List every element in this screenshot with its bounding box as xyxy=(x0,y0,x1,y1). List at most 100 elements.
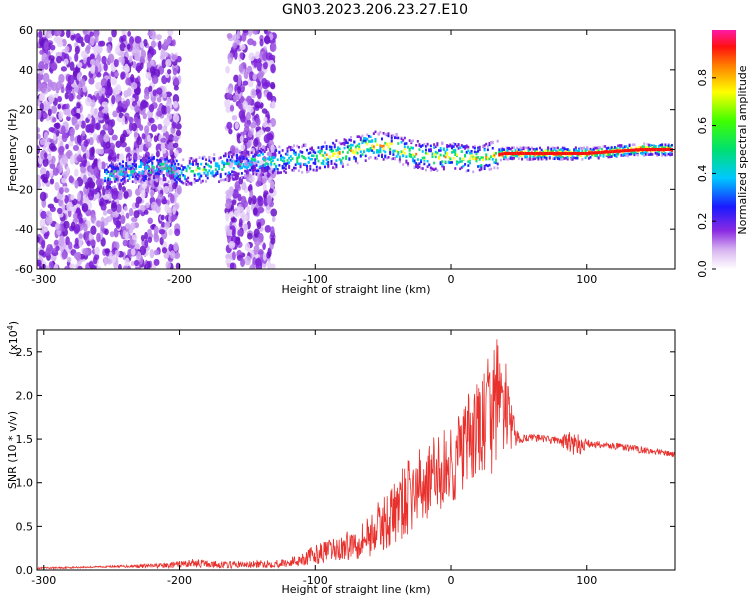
spectrogram-ridge-cell xyxy=(358,135,361,139)
spectrogram-ridge-core xyxy=(643,148,646,151)
spectrogram-ridge-cell xyxy=(332,154,335,157)
spectrogram-ridge-cell xyxy=(356,135,359,138)
spectrogram-ridge-cell xyxy=(279,171,282,174)
spectrogram-ridge-cell xyxy=(152,157,155,160)
spectrogram-ridge-cell xyxy=(350,146,353,150)
spectrogram-ridge-cell xyxy=(139,165,142,168)
spectrogram-ridge-cell xyxy=(436,169,439,172)
spectrogram-ridge-cell xyxy=(481,158,484,162)
spectrogram-ridge-cell xyxy=(667,144,670,147)
spectrogram-ridge-cell xyxy=(110,169,113,173)
spectrogram-ridge-cell xyxy=(480,167,483,171)
spectrogram-noise-cell xyxy=(63,58,69,65)
spectrogram-ridge-cell xyxy=(317,159,320,163)
spectrogram-noise-cell xyxy=(268,188,274,194)
spectrogram-ridge-cell xyxy=(589,156,592,159)
spectrogram-ridge-cell xyxy=(535,153,538,157)
spectrogram-ridge-cell xyxy=(138,171,141,174)
spectrogram-ridge-cell xyxy=(420,167,423,170)
spectrogram-ridge-cell xyxy=(620,145,623,148)
spectrogram-ridge-cell xyxy=(152,175,155,178)
spectrogram-noise-cell xyxy=(128,122,134,131)
spectrogram-noise-cell xyxy=(174,149,179,158)
spectrogram-ridge-cell xyxy=(556,156,559,160)
spectrogram-ridge-cell xyxy=(151,153,154,157)
spectrogram-ridge-cell xyxy=(376,150,379,154)
spectrogram-noise-cell xyxy=(43,152,48,159)
spectrogram-ridge-cell xyxy=(364,137,367,140)
spectrogram-ridge-cell xyxy=(239,149,242,153)
spectrogram-ridge-cell xyxy=(110,180,113,184)
spectrogram-ridge-cell xyxy=(565,156,568,160)
spectrogram-ridge-cell xyxy=(459,146,462,150)
spectrogram-ridge-cell xyxy=(390,139,393,143)
spectrogram-ridge-cell xyxy=(641,145,644,148)
spectrogram-noise-cell xyxy=(262,242,266,250)
spectrogram-ridge-cell xyxy=(245,150,248,153)
spectrogram-noise-cell xyxy=(160,142,166,152)
spectrogram-noise-cell xyxy=(37,109,42,120)
spectrogram-ridge-cell xyxy=(626,147,629,150)
spectrogram-ridge-cell xyxy=(167,180,170,184)
spectrogram-ridge-cell xyxy=(175,176,178,180)
spectrogram-ridge-cell xyxy=(576,156,579,160)
spectrogram-noise-cell xyxy=(174,228,181,237)
spectrogram-noise-cell xyxy=(149,249,155,259)
spectrogram-ridge-cell xyxy=(341,165,344,168)
spectrogram-ridge-cell xyxy=(605,147,608,150)
spectrogram-noise-cell xyxy=(133,131,138,138)
spectrogram-ridge-cell xyxy=(325,153,328,157)
spectrogram-noise-cell xyxy=(37,98,41,107)
spectrogram-ridge-cell xyxy=(659,146,662,149)
spectrogram-ridge-cell xyxy=(133,180,136,183)
spectrogram-ridge-cell xyxy=(670,143,673,147)
spectrogram-ridge-cell xyxy=(288,161,291,164)
spectrogram-ridge-cell xyxy=(436,151,439,155)
spectrogram-ridge-cell xyxy=(472,170,475,174)
spectrogram-noise-cell xyxy=(45,210,51,216)
spectrogram-noise-cell xyxy=(57,135,63,142)
spectrogram-ridge-cell xyxy=(200,174,203,178)
spectrogram-ridge-cell xyxy=(263,165,266,169)
spectrogram-noise-cell xyxy=(91,162,96,170)
spectrogram-ridge-cell xyxy=(511,156,514,160)
spectrogram-ridge-cell xyxy=(439,147,442,150)
spectrogram-noise-cell xyxy=(239,44,246,51)
spectrogram-noise-cell xyxy=(122,34,127,42)
spectrogram-ridge-cell xyxy=(649,153,652,156)
spectrogram-ridge-cell xyxy=(117,158,120,162)
spectrogram-noise-cell xyxy=(255,258,262,267)
spectrogram-noise-cell xyxy=(175,129,182,137)
spectrogram-noise-cell xyxy=(76,73,82,81)
spectrogram-ridge-cell xyxy=(177,163,180,166)
spectrogram-ridge-cell xyxy=(149,181,152,184)
spectrogram-noise-cell xyxy=(61,250,68,260)
spectrogram-ridge-cell xyxy=(402,154,405,158)
spectrogram-ridge-cell xyxy=(172,160,175,163)
spectrogram-noise-cell xyxy=(101,55,107,65)
spectrogram-ridge-cell xyxy=(560,153,563,157)
spectrogram-noise-cell xyxy=(121,30,126,35)
spectrogram-ridge-core xyxy=(581,151,584,155)
spectrogram-noise-cell xyxy=(42,72,50,83)
spectrogram-ridge-cell xyxy=(451,161,454,164)
spectrogram-ridge-cell xyxy=(309,165,312,168)
spectrogram-ridge-cell xyxy=(447,144,450,148)
spectrogram-ridge-cell xyxy=(152,176,155,180)
spectrogram-noise-cell xyxy=(237,193,242,202)
spectrogram-ridge-cell xyxy=(488,143,491,147)
spectrogram-ridge-core xyxy=(617,149,620,153)
spectrogram-ridge-cell xyxy=(141,181,144,184)
spectrogram-ridge-cell xyxy=(162,178,165,182)
spectrogram-ridge-cell xyxy=(421,150,424,153)
spectrogram-noise-cell xyxy=(226,262,231,268)
spectrogram-ridge-cell xyxy=(615,147,618,150)
spectrogram-ridge-cell xyxy=(159,169,162,173)
spectrogram-ridge-cell xyxy=(208,159,211,162)
spectrogram-ridge-cell xyxy=(394,136,397,140)
spectrogram-noise-cell xyxy=(107,43,112,54)
spectrogram-noise-cell xyxy=(145,141,152,149)
spectrogram-ridge-cell xyxy=(247,152,250,156)
spectrogram-ridge-cell xyxy=(304,157,307,160)
